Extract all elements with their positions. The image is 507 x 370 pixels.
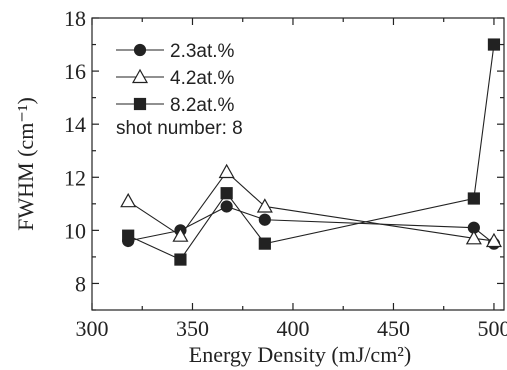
data-point-triangle [256,198,273,213]
data-point-triangle [120,192,137,208]
legend-label-circle: 2.3at.% [170,41,235,62]
data-point-square [174,253,187,266]
data-point-triangle [485,232,502,248]
data-point-square [258,237,271,250]
series-square [122,38,501,266]
data-point-triangle [465,230,482,245]
y-tick-label: 10 [64,218,86,243]
legend-label-triangle: 4.2at.% [170,68,235,89]
data-point-square [220,187,233,200]
data-point-circle [220,200,233,213]
y-tick-label: 18 [64,6,86,31]
legend: 2.3at.% 4.2at.% 8.2at.% [116,41,235,116]
data-point-square [487,38,501,51]
data-point-circle [258,213,271,226]
data-point-square [122,229,135,242]
legend-marker-triangle [131,68,149,84]
series-line-square [127,44,495,261]
y-axis-label: FWHM (cm⁻¹) [13,97,38,231]
data-point-triangle [218,163,235,179]
x-tick-label: 300 [76,316,109,341]
series-triangle [120,163,502,248]
legend-marker-square [133,97,147,111]
y-tick-label: 12 [64,165,86,190]
data-point-triangle [172,227,189,242]
y-tick-label: 14 [64,112,86,137]
x-tick-label: 500 [477,316,507,341]
x-tick-label: 450 [377,316,410,341]
x-tick-labels: 300 350 400 450 500 [76,316,507,341]
axis-ticks [91,17,504,311]
y-tick-label: 8 [75,271,86,296]
x-tick-label: 350 [176,316,209,341]
y-tick-labels: 8 10 12 14 16 18 [64,6,86,296]
series-circle [122,200,501,250]
x-axis-label: Energy Density (mJ/cm²) [189,342,411,367]
shot-number-note: shot number: 8 [116,118,243,139]
y-tick-label: 16 [64,59,86,84]
x-tick-label: 400 [276,316,309,341]
series-layer [120,38,502,266]
legend-label-square: 8.2at.% [170,95,235,116]
legend-marker-circle [133,43,147,57]
data-point-square [467,192,480,205]
plot-frame [91,17,505,311]
